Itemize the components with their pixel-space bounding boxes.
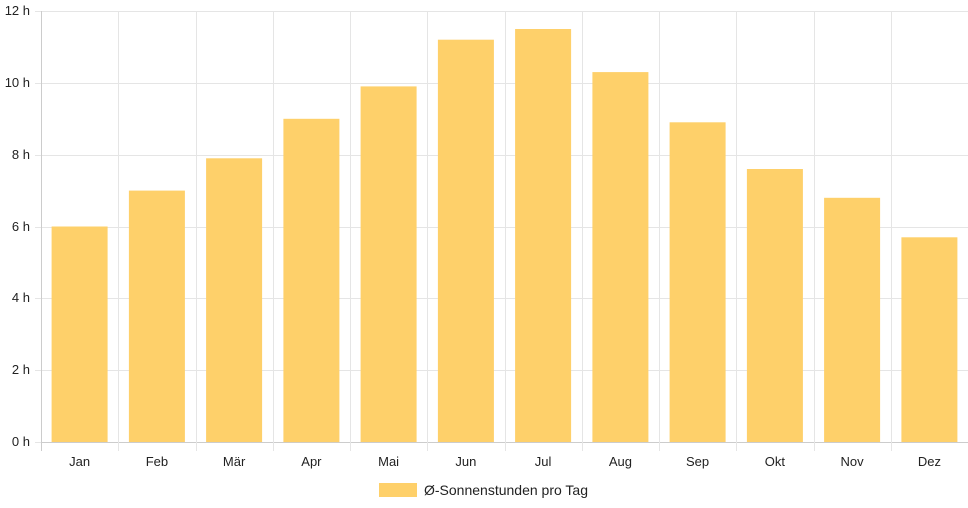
x-axis-ticks: Jan Feb Mär Apr Mai Jun Jul Aug Sep Okt Nov Dez xyxy=(69,454,941,469)
bars xyxy=(51,29,958,443)
legend-label[interactable]: Ø-Sonnenstunden pro Tag xyxy=(424,482,588,498)
x-tick-label: Jul xyxy=(535,454,552,469)
x-tick-label: Dez xyxy=(918,454,941,469)
x-tick-label: Okt xyxy=(765,454,786,469)
bar-mai[interactable] xyxy=(360,86,417,443)
bar-jul[interactable] xyxy=(515,29,572,442)
x-tick-label: Jan xyxy=(69,454,90,469)
x-tick-label: Nov xyxy=(841,454,865,469)
bar-mär[interactable] xyxy=(206,158,263,443)
y-tick-label: 10 h xyxy=(5,75,30,90)
x-tick-label: Sep xyxy=(686,454,709,469)
x-tick-label: Mai xyxy=(378,454,399,469)
x-tick-label: Mär xyxy=(223,454,246,469)
bar-apr[interactable] xyxy=(283,118,340,443)
grid-lines xyxy=(35,11,968,451)
legend-swatch[interactable] xyxy=(379,483,417,497)
y-tick-label: 4 h xyxy=(12,290,30,305)
bar-nov[interactable] xyxy=(824,197,881,442)
y-tick-label: 12 h xyxy=(5,3,30,18)
bar-okt[interactable] xyxy=(746,169,803,442)
x-tick-label: Feb xyxy=(146,454,168,469)
y-tick-label: 8 h xyxy=(12,147,30,162)
x-tick-label: Apr xyxy=(301,454,322,469)
bar-dez[interactable] xyxy=(901,237,958,442)
x-tick-label: Aug xyxy=(609,454,632,469)
y-tick-label: 2 h xyxy=(12,362,30,377)
bar-feb[interactable] xyxy=(128,190,185,442)
y-tick-label: 0 h xyxy=(12,434,30,449)
bar-jan[interactable] xyxy=(51,226,108,443)
bar-sep[interactable] xyxy=(669,122,726,443)
bar-aug[interactable] xyxy=(592,72,649,442)
legend[interactable]: Ø-Sonnenstunden pro Tag xyxy=(379,482,588,498)
x-tick-label: Jun xyxy=(455,454,476,469)
y-tick-label: 6 h xyxy=(12,219,30,234)
bar-jun[interactable] xyxy=(437,39,494,442)
y-axis-ticks: 0 h 2 h 4 h 6 h 8 h 10 h 12 h xyxy=(5,3,30,449)
